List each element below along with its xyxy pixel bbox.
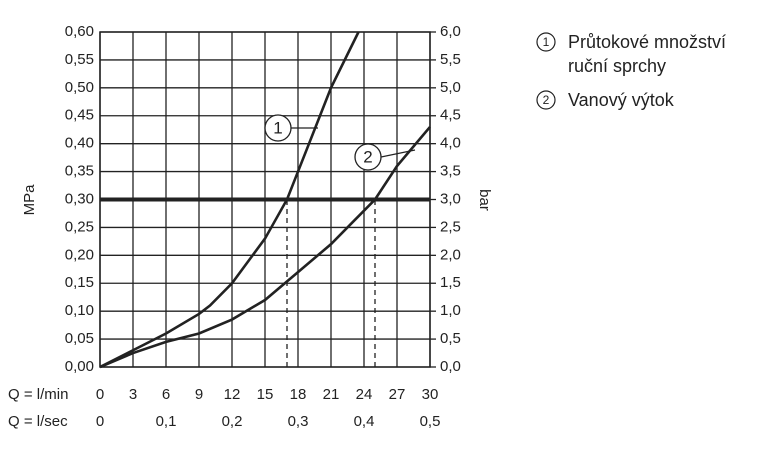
x2-tick-label: 0,3 xyxy=(288,413,309,430)
y2-tick-label: 4,0 xyxy=(440,135,461,152)
y2-tick-label: 5,5 xyxy=(440,51,461,68)
x2-tick-label: 0,5 xyxy=(420,413,441,430)
y2-tick-label: 1,5 xyxy=(440,274,461,291)
x-tick-label: 30 xyxy=(422,386,439,403)
x-tick-label: 12 xyxy=(224,386,241,403)
y-tick-label: 0,60 xyxy=(65,23,94,40)
y2-tick-label: 1,0 xyxy=(440,302,461,319)
x-tick-label: 15 xyxy=(257,386,274,403)
x-tick-label: 9 xyxy=(195,386,203,403)
y-tick-label: 0,30 xyxy=(65,190,94,207)
y2-tick-label: 0,0 xyxy=(440,358,461,375)
y2-tick-label: 2,5 xyxy=(440,218,461,235)
y2-tick-label: 2,0 xyxy=(440,246,461,263)
legend-label: Vanový výtok xyxy=(568,90,674,110)
y-tick-label: 0,20 xyxy=(65,246,94,263)
x2-axis-label: Q = l/sec xyxy=(8,413,68,430)
y2-axis-label: bar xyxy=(476,189,493,211)
x2-tick-label: 0,1 xyxy=(156,413,177,430)
legend-label: Průtokové množství ruční sprchy xyxy=(568,32,727,76)
line xyxy=(99,31,360,369)
y-axis-label: MPa xyxy=(21,184,38,216)
callout-circle xyxy=(354,143,382,171)
callout-circle xyxy=(264,114,292,142)
x-tick-label: 6 xyxy=(162,386,170,403)
x-tick-label: 18 xyxy=(290,386,307,403)
y-tick-label: 0,05 xyxy=(65,330,94,347)
x-tick-label: 3 xyxy=(129,386,137,403)
y2-tick-label: 3,5 xyxy=(440,163,461,180)
x-tick-label: 21 xyxy=(323,386,340,403)
x-tick-label: 24 xyxy=(356,386,373,403)
legend-marker xyxy=(536,90,556,110)
callout-leader xyxy=(380,149,416,158)
y-tick-label: 0,25 xyxy=(65,218,94,235)
callout-label: 1 xyxy=(273,118,282,137)
line xyxy=(99,126,431,369)
y-tick-label: 0,15 xyxy=(65,274,94,291)
y2-tick-label: 6,0 xyxy=(440,23,461,40)
x-tick-label: 0 xyxy=(96,386,104,403)
x2-tick-label: 0,2 xyxy=(222,413,243,430)
y-tick-label: 0,40 xyxy=(65,135,94,152)
legend-marker-label: 2 xyxy=(543,93,550,107)
x2-tick-label: 0,4 xyxy=(354,413,375,430)
y-tick-label: 0,45 xyxy=(65,107,94,124)
x-axis-label: Q = l/min xyxy=(8,386,68,403)
y-tick-label: 0,00 xyxy=(65,358,94,375)
y-tick-label: 0,55 xyxy=(65,51,94,68)
x2-tick-label: 0 xyxy=(96,413,104,430)
legend-marker-label: 1 xyxy=(543,35,550,49)
callout-label: 2 xyxy=(363,147,372,166)
legend-marker xyxy=(536,32,556,52)
y-tick-label: 0,35 xyxy=(65,163,94,180)
x-tick-label: 27 xyxy=(389,386,406,403)
y2-tick-label: 4,5 xyxy=(440,107,461,124)
y2-tick-label: 3,0 xyxy=(440,190,461,207)
y-tick-label: 0,10 xyxy=(65,302,94,319)
y2-tick-label: 0,5 xyxy=(440,330,461,347)
y-tick-label: 0,50 xyxy=(65,79,94,96)
y2-tick-label: 5,0 xyxy=(440,79,461,96)
